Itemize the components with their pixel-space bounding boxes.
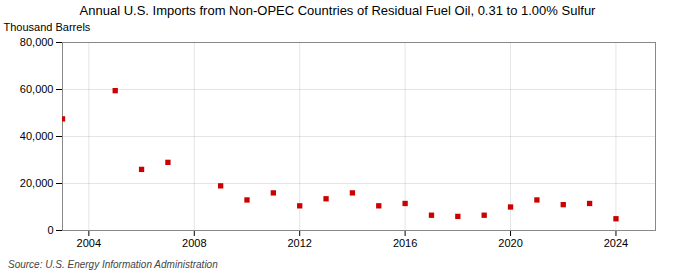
svg-text:2012: 2012: [287, 237, 311, 249]
svg-text:80,000: 80,000: [20, 36, 54, 48]
svg-text:Thousand Barrels: Thousand Barrels: [4, 21, 91, 33]
svg-text:0: 0: [47, 224, 53, 236]
html-text:Source: U.S. Energy Informatio: Source: U.S. Energy Information Administ…: [8, 259, 218, 270]
html-text:Annual U.S. Imports from Non-O: Annual U.S. Imports from Non-OPEC Countr…: [79, 3, 596, 18]
svg-text:2024: 2024: [604, 237, 628, 249]
svg-text:2004: 2004: [77, 237, 101, 249]
svg-text:2016: 2016: [393, 237, 417, 249]
svg-text:2008: 2008: [182, 237, 206, 249]
svg-text:20,000: 20,000: [20, 177, 54, 189]
svg-text:60,000: 60,000: [20, 83, 54, 95]
svg-text:2020: 2020: [498, 237, 522, 249]
svg-text:40,000: 40,000: [20, 130, 54, 142]
